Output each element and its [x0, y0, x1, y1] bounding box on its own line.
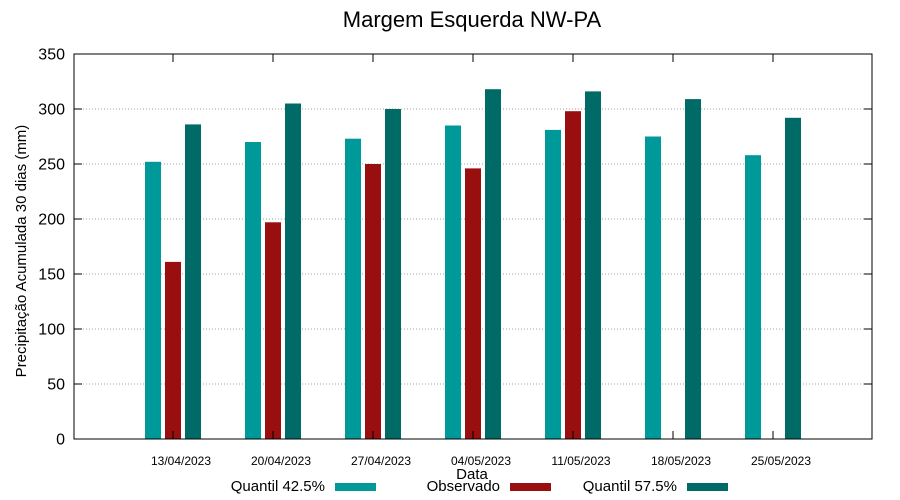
bars — [145, 89, 801, 440]
y-axis: 0 50 100 150 200 250 300 350 — [38, 47, 872, 449]
legend-swatch — [510, 483, 551, 491]
y-tick-label: 100 — [38, 322, 65, 339]
bar-observado — [165, 261, 181, 439]
bar-observado — [365, 164, 381, 439]
bar-quantil-57-5 — [285, 103, 301, 439]
bar-quantil-57-5 — [485, 89, 501, 439]
x-tick-label: 11/05/2023 — [551, 454, 610, 468]
bar-quantil-42-5 — [445, 125, 461, 439]
bar-quantil-57-5 — [385, 109, 401, 439]
x-axis-label: Data — [456, 466, 488, 483]
bar-observado — [465, 168, 481, 439]
bar-quantil-57-5 — [785, 117, 801, 440]
bar-quantil-42-5 — [645, 136, 661, 439]
legend: Quantil 42.5% Observado Quantil 57.5% — [231, 478, 728, 495]
x-tick-label: 13/04/2023 — [151, 454, 211, 468]
legend-swatch — [335, 483, 376, 491]
bar-quantil-57-5 — [685, 99, 701, 439]
x-tick-label: 27/04/2023 — [351, 454, 411, 468]
legend-label: Quantil 42.5% — [231, 478, 325, 495]
bar-observado — [565, 111, 581, 439]
y-tick-label: 0 — [56, 432, 65, 449]
legend-swatch — [687, 483, 728, 491]
bar-quantil-42-5 — [745, 155, 761, 439]
y-axis-label: Precipitação Acumulada 30 dias (mm) — [13, 125, 30, 378]
bar-quantil-42-5 — [545, 129, 561, 439]
x-tick-label: 25/05/2023 — [751, 454, 811, 468]
y-tick-label: 350 — [38, 47, 65, 64]
bar-quantil-42-5 — [245, 142, 261, 439]
bar-quantil-57-5 — [585, 91, 601, 440]
y-tick-label: 200 — [38, 212, 65, 229]
y-tick-label: 300 — [38, 102, 65, 119]
y-tick-label: 150 — [38, 267, 65, 284]
x-tick-label: 18/05/2023 — [651, 454, 711, 468]
legend-label: Observado — [427, 478, 500, 495]
bar-quantil-42-5 — [145, 161, 161, 440]
x-tick-label: 20/04/2023 — [251, 454, 311, 468]
x-axis: 13/04/2023 20/04/2023 27/04/2023 04/05/2023… — [151, 54, 811, 468]
x-tick-label: 04/05/2023 — [451, 454, 511, 468]
bar-quantil-57-5 — [185, 124, 201, 440]
y-tick-label: 50 — [47, 377, 65, 394]
legend-label: Quantil 57.5% — [583, 478, 677, 495]
bar-observado — [265, 222, 281, 439]
bar-quantil-42-5 — [345, 138, 361, 439]
chart-title: Margem Esquerda NW-PA — [343, 7, 602, 32]
y-tick-label: 250 — [38, 157, 65, 174]
